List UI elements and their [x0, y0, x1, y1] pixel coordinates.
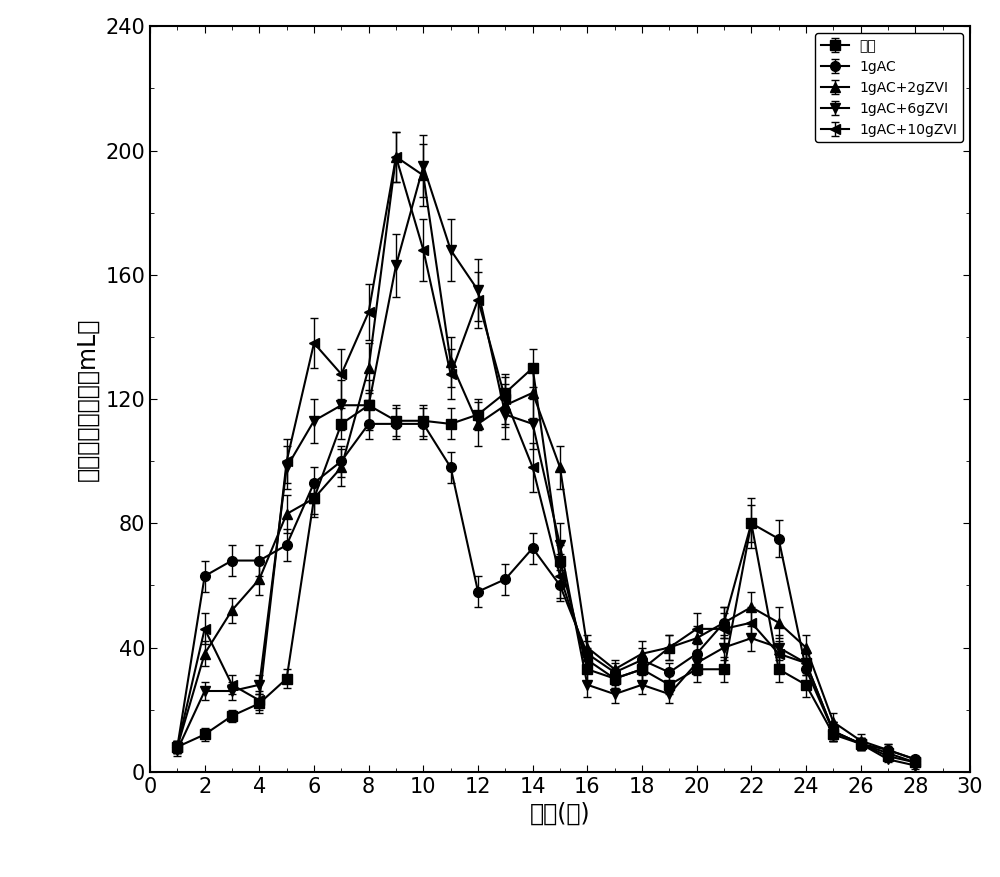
Legend: 空白, 1gAC, 1gAC+2gZVI, 1gAC+6gZVI, 1gAC+10gZVI: 空白, 1gAC, 1gAC+2gZVI, 1gAC+6gZVI, 1gAC+1… — [815, 33, 963, 142]
X-axis label: 时间(天): 时间(天) — [530, 802, 590, 826]
Y-axis label: 甲烷日均产气量（mL）: 甲烷日均产气量（mL） — [76, 317, 100, 481]
